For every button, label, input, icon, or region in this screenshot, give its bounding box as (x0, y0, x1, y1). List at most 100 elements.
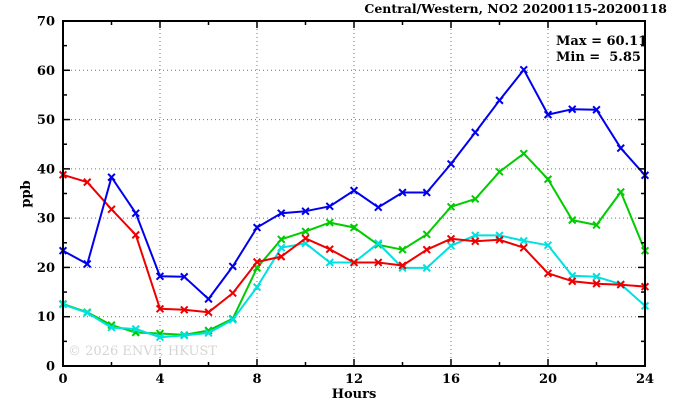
data-point-red-h14 (398, 261, 407, 270)
data-point-blue-h15 (422, 188, 431, 197)
data-point-green-h16 (446, 202, 456, 211)
y-tick-label: 40 (37, 162, 55, 177)
data-point-cyan-h8 (252, 283, 262, 292)
data-point-cyan-h5 (180, 331, 189, 340)
data-point-green-h9 (277, 235, 286, 244)
data-point-blue-h6 (204, 294, 213, 304)
data-point-cyan-h22 (592, 272, 601, 281)
data-point-cyan-h9 (277, 243, 286, 252)
y-tick-label: 50 (37, 113, 55, 128)
data-point-blue-h16 (446, 159, 456, 169)
data-point-red-h13 (374, 258, 383, 267)
y-tick-label: 10 (37, 310, 55, 325)
x-tick-label: 4 (155, 372, 164, 387)
max-value-label: Max = 60.11 (556, 34, 647, 49)
grid-layer (63, 21, 645, 366)
data-point-cyan-h2 (107, 323, 116, 332)
data-point-green-h18 (495, 167, 504, 176)
chart-title: Central/Western, NO2 20200115-20200118 (364, 1, 667, 16)
data-point-blue-h3 (131, 209, 140, 218)
data-point-green-h17 (471, 194, 480, 204)
plot-border (62, 20, 646, 367)
data-point-red-h5 (180, 305, 189, 314)
series-layer (58, 65, 650, 342)
series-markers-blue (58, 65, 650, 304)
series-line-blue (62, 68, 646, 300)
data-point-red-h7 (228, 288, 237, 298)
y-tick-label: 20 (37, 261, 55, 276)
data-point-red-h12 (349, 258, 359, 267)
y-tick-label: 0 (46, 360, 55, 375)
data-point-green-h10 (301, 227, 310, 236)
data-point-green-h13 (374, 240, 383, 249)
data-point-green-h21 (568, 216, 577, 225)
data-point-green-h14 (398, 245, 407, 254)
series-markers-green (58, 149, 650, 340)
data-point-blue-h20 (543, 110, 553, 119)
data-point-cyan-h7 (228, 315, 237, 324)
data-point-blue-h19 (519, 65, 528, 74)
x-tick-label: 16 (442, 372, 460, 387)
data-point-cyan-h11 (325, 258, 334, 267)
data-point-green-h15 (422, 230, 431, 239)
data-point-blue-h7 (228, 262, 237, 271)
data-point-red-h9 (277, 252, 286, 261)
data-point-green-h11 (325, 218, 334, 227)
data-point-red-h21 (568, 277, 577, 286)
y-tick-label: 70 (37, 15, 55, 30)
data-point-cyan-h20 (543, 241, 553, 250)
data-point-red-h11 (325, 245, 334, 254)
data-point-cyan-h15 (422, 263, 431, 273)
data-point-red-h23 (616, 280, 625, 289)
min-value-label: Min = 5.85 (556, 50, 641, 65)
x-tick-label: 20 (539, 372, 557, 387)
x-tick-label: 8 (252, 372, 261, 387)
data-point-blue-h5 (180, 272, 189, 281)
data-point-green-h19 (519, 149, 528, 158)
data-point-green-h20 (543, 175, 553, 184)
y-tick-label: 30 (37, 212, 55, 227)
data-point-red-h16 (446, 234, 456, 243)
data-point-blue-h22 (592, 105, 601, 114)
x-tick-label: 0 (58, 372, 67, 387)
data-point-red-h4 (155, 304, 165, 313)
data-point-red-h2 (107, 205, 116, 214)
x-axis-label: Hours (332, 387, 377, 402)
data-point-blue-h14 (398, 188, 407, 197)
data-point-red-h15 (422, 245, 431, 254)
data-point-blue-h2 (107, 173, 116, 182)
data-point-red-h22 (592, 279, 601, 288)
data-point-cyan-h4 (155, 333, 165, 342)
data-point-blue-h17 (471, 128, 480, 137)
data-point-red-h18 (495, 235, 504, 244)
data-point-blue-h9 (277, 209, 286, 218)
data-point-red-h6 (204, 308, 213, 317)
watermark-text: © 2026 ENVF, HKUST (68, 344, 217, 359)
data-point-blue-h1 (83, 259, 92, 269)
data-point-cyan-h16 (446, 241, 456, 250)
data-point-blue-h21 (568, 105, 577, 114)
data-point-green-h22 (592, 220, 601, 230)
series-markers-cyan (58, 231, 650, 342)
data-point-blue-h11 (325, 202, 334, 211)
tick-label-layer: 0 4 8 12 16 20 24 0 10 20 30 40 50 60 70 (37, 15, 654, 388)
data-point-blue-h23 (616, 144, 625, 153)
data-point-blue-h18 (495, 96, 504, 105)
data-point-red-h3 (131, 230, 140, 240)
data-point-blue-h4 (155, 272, 165, 281)
data-point-blue-h10 (301, 207, 310, 216)
x-tick-label: 24 (636, 372, 654, 387)
data-point-cyan-h13 (374, 239, 383, 248)
y-tick-label: 60 (37, 64, 55, 79)
data-point-red-h1 (83, 178, 92, 187)
data-point-red-h10 (301, 234, 310, 243)
data-point-cyan-h19 (519, 236, 528, 245)
series-markers-red (58, 170, 650, 317)
data-point-red-h8 (252, 257, 262, 267)
y-axis-label: ppb (19, 180, 34, 207)
data-point-blue-h13 (374, 203, 383, 212)
data-point-blue-h12 (349, 186, 359, 195)
data-point-green-h12 (349, 223, 359, 232)
